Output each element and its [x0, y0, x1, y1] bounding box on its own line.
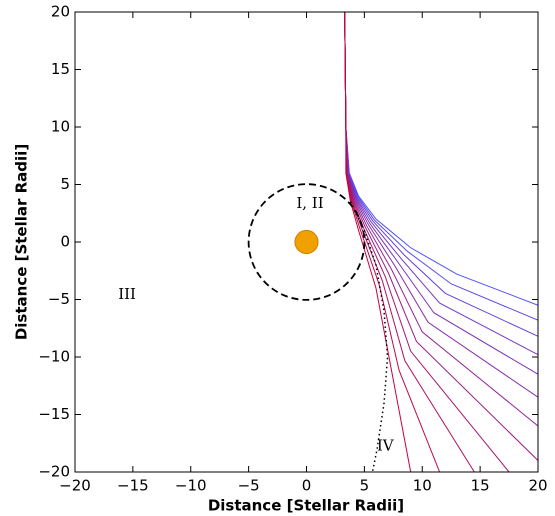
region-label: IV: [377, 437, 395, 455]
x-tick-label: −5: [238, 477, 260, 495]
trajectory-line: [344, 12, 538, 337]
x-tick-label: 20: [528, 477, 547, 495]
x-tick-label: −10: [175, 477, 207, 495]
y-tick-label: 0: [60, 233, 70, 251]
trajectory-line: [344, 12, 538, 306]
y-tick-label: −20: [38, 463, 70, 481]
x-tick-label: −15: [117, 477, 149, 495]
x-tick-label: 15: [471, 477, 490, 495]
x-tick-label: 10: [413, 477, 432, 495]
x-tick-label: 5: [360, 477, 370, 495]
trajectory-line: [344, 12, 510, 472]
y-tick-label: −15: [38, 405, 70, 423]
x-axis-title: Distance [Stellar Radii]: [208, 497, 404, 515]
y-tick-label: −5: [48, 290, 70, 308]
trajectory-line: [344, 12, 538, 356]
region-label: III: [118, 285, 136, 303]
trajectory-line: [344, 12, 412, 472]
y-tick-label: 15: [51, 60, 70, 78]
y-tick-label: −10: [38, 348, 70, 366]
x-tick-label: −20: [59, 477, 91, 495]
x-tick-label: 0: [302, 477, 312, 495]
region-label: I, II: [296, 194, 323, 212]
boundary-circle: [247, 183, 366, 301]
y-tick-label: 20: [51, 3, 70, 21]
y-tick-label: 10: [51, 118, 70, 136]
y-axis-title: Distance [Stellar Radii]: [13, 144, 31, 340]
trajectory-line: [344, 12, 538, 461]
dotted-curve: [349, 201, 389, 472]
y-tick-label: 5: [60, 175, 70, 193]
trajectory-line: [344, 12, 538, 321]
trajectory-line: [344, 12, 538, 375]
plot-area: [247, 12, 538, 472]
star: [294, 229, 319, 255]
